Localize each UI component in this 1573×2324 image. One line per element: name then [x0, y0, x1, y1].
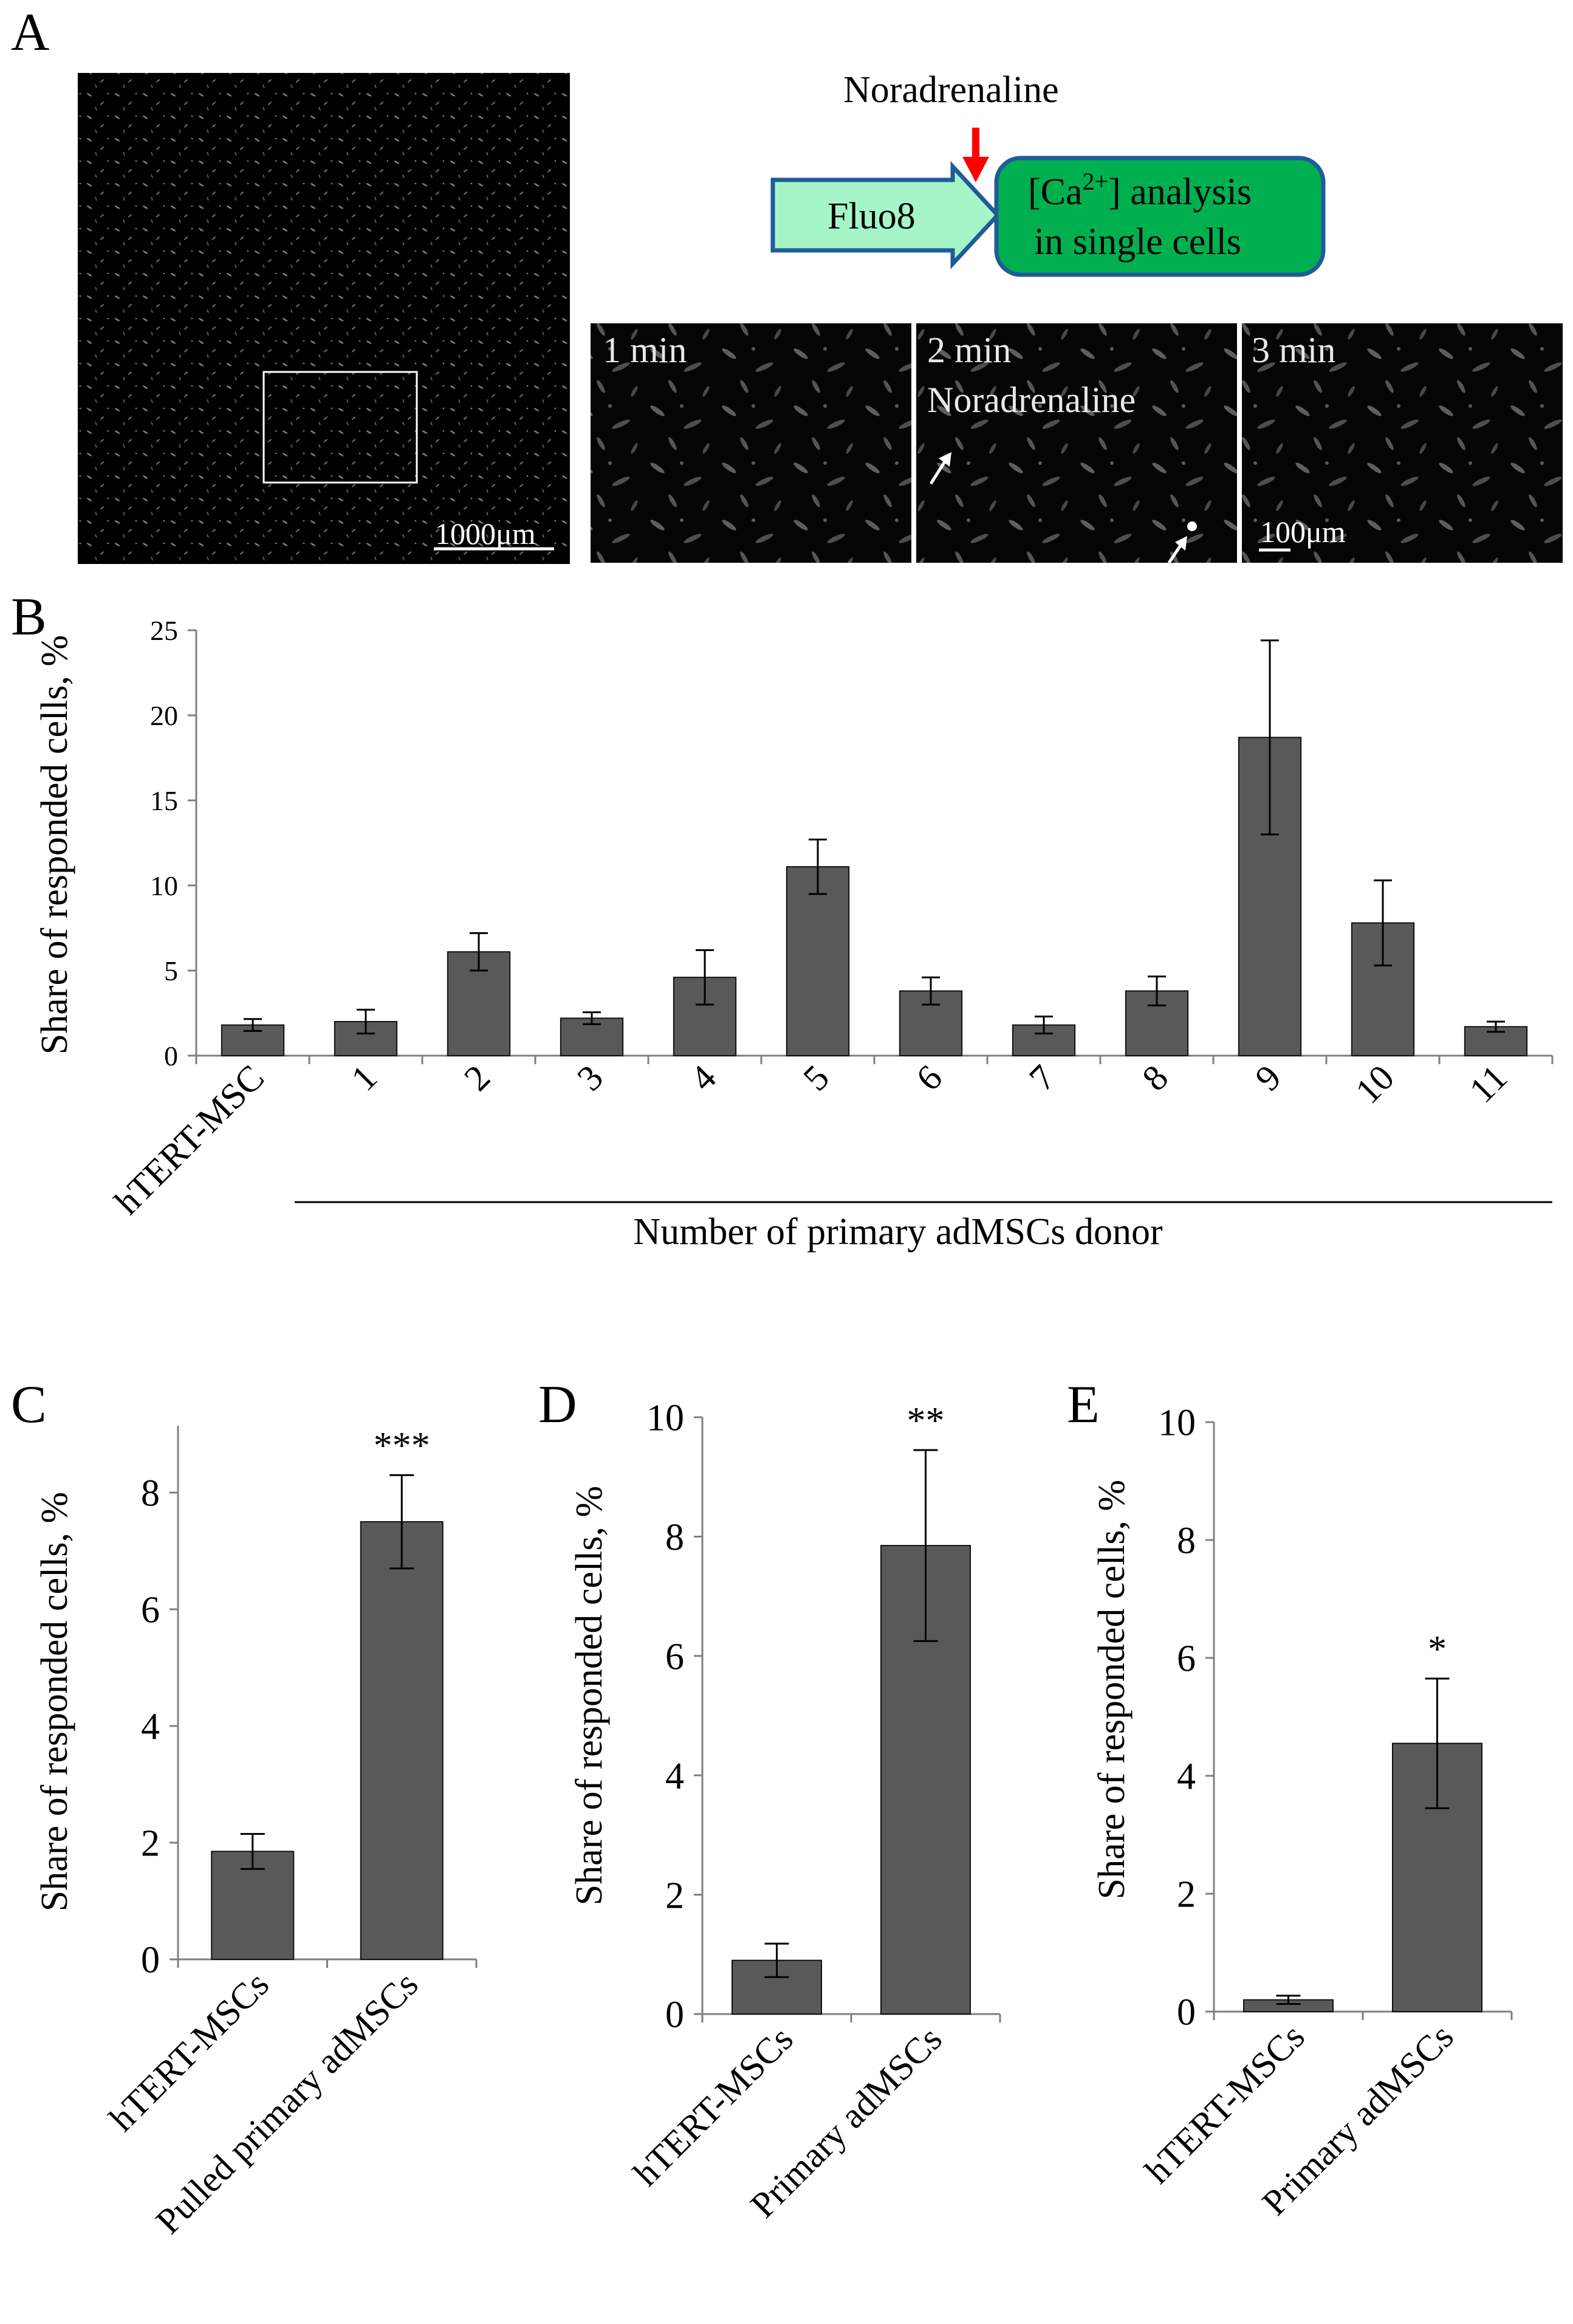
b-category-label-4: 4 — [682, 1057, 724, 1099]
e-y-tick-label-3: 6 — [1177, 1638, 1196, 1680]
d-y-tick-label-2: 4 — [665, 1756, 684, 1797]
b-category-label-6: 6 — [908, 1057, 950, 1099]
overview-scale-label: 1000μm — [435, 517, 536, 551]
b-category-label-8: 8 — [1134, 1057, 1176, 1099]
panel-letter-c: C — [11, 1375, 47, 1434]
zoom-region-box — [262, 371, 418, 484]
b-category-label-7: 7 — [1021, 1057, 1063, 1099]
panel-letter-a: A — [11, 3, 50, 62]
d-y-tick-label-3: 6 — [665, 1637, 684, 1678]
b-y-tick-label-2: 10 — [150, 870, 178, 901]
analysis-line-2: in single cells — [1034, 221, 1241, 263]
c-y-axis-label: Share of responded cells, % — [34, 1492, 75, 1911]
overview-micrograph: 1000μm — [78, 73, 570, 564]
overview-image — [78, 73, 570, 564]
c-y-tick-label-4: 8 — [141, 1473, 160, 1514]
frame-2-image — [916, 323, 1237, 563]
b-y-tick-label-4: 20 — [150, 700, 178, 731]
chart-b: 0 5 10 15 20 25 hTERT-MSC 1 2 3 4 5 6 7 8 9 10 11 — [107, 615, 1554, 1222]
panel-a: A 1000μm Noradrenaline Fluo8 [Ca2+] anal… — [11, 3, 1563, 564]
frame-3-image — [1242, 323, 1563, 563]
red-arrow-head-icon — [962, 157, 989, 182]
analysis-line-1: [Ca2+] analysis — [1028, 168, 1252, 213]
b-bar-5 — [786, 866, 850, 1056]
time-frames: 1 min 2 min Noradrenaline 3 min 100μm — [591, 323, 1563, 564]
e-y-tick-label-4: 8 — [1177, 1521, 1196, 1562]
d-y-axis-label: Share of responded cells, % — [569, 1486, 610, 1905]
b-category-label-0: hTERT-MSC — [107, 1057, 272, 1222]
flow-diagram: Noradrenaline Fluo8 [Ca2+] analysis in s… — [770, 69, 1326, 277]
c-significance-1: *** — [374, 1425, 430, 1466]
frame-scale-label: 100μm — [1260, 515, 1346, 549]
bright-cell — [1187, 521, 1197, 531]
b-category-label-9: 9 — [1247, 1057, 1289, 1099]
c-y-tick-label-0: 0 — [141, 1940, 160, 1981]
cell-pointer-arrow-2 — [1167, 543, 1183, 564]
b-y-tick-label-0: 0 — [164, 1040, 178, 1071]
frame-1-image — [591, 323, 911, 563]
panel-c: C Share of responded cells, % 02468hTERT… — [11, 1375, 478, 2242]
b-y-tick-label-3: 15 — [150, 785, 178, 816]
cell-pointer-arrow-1 — [929, 459, 947, 485]
frame-1-label: 1 min — [603, 330, 687, 370]
panel-letter-d: D — [538, 1375, 577, 1434]
b-category-label-2: 2 — [456, 1057, 498, 1099]
b-category-label-10: 10 — [1348, 1057, 1402, 1112]
panel-letter-b: B — [11, 588, 47, 647]
cell-pointer-arrow-2-head-icon — [1175, 536, 1187, 551]
panel-b: B Share of responded cells, % 0510152025… — [11, 588, 1554, 1253]
b-category-label-5: 5 — [795, 1057, 837, 1099]
b-y-tick-label-5: 25 — [150, 615, 178, 646]
frame-2-label: 2 min — [927, 330, 1011, 370]
b-category-label-3: 3 — [569, 1057, 611, 1099]
d-y-tick-label-4: 8 — [665, 1517, 684, 1558]
b-category-label-1: 1 — [343, 1057, 385, 1099]
c-y-tick-label-2: 4 — [141, 1707, 160, 1748]
agent-label: Noradrenaline — [843, 69, 1059, 111]
e-y-axis-label: Share of responded cells, % — [1091, 1480, 1133, 1899]
d-y-tick-label-5: 10 — [646, 1398, 684, 1439]
d-y-tick-label-1: 2 — [665, 1875, 684, 1916]
frame-2-sublabel: Noradrenaline — [927, 380, 1136, 420]
dye-label: Fluo8 — [828, 196, 916, 237]
e-y-tick-label-1: 2 — [1177, 1874, 1196, 1916]
c-y-tick-label-1: 2 — [141, 1823, 160, 1865]
d-significance-1: ** — [907, 1400, 945, 1442]
e-significance-1: * — [1428, 1629, 1447, 1670]
c-bar-1 — [360, 1521, 444, 1960]
e-y-tick-label-5: 10 — [1158, 1403, 1196, 1444]
panel-e: E Share of responded cells, % 0246810hTE… — [1067, 1375, 1513, 2223]
panel-d: D Share of responded cells, % 0246810hTE… — [538, 1375, 1001, 2226]
panel-letter-e: E — [1067, 1375, 1100, 1434]
d-y-tick-label-0: 0 — [665, 1995, 684, 2036]
cell-pointer-arrow-1-head-icon — [939, 452, 951, 467]
b-y-tick-label-1: 5 — [164, 955, 178, 986]
b-y-axis-label: Share of responded cells, % — [34, 635, 75, 1054]
frame-3-label: 3 min — [1252, 330, 1335, 370]
e-y-tick-label-0: 0 — [1177, 1992, 1196, 2033]
b-group-label: Number of primary adMSCs donor — [633, 1211, 1163, 1253]
fluo8-arrow-shape — [770, 161, 1001, 269]
e-y-tick-label-2: 4 — [1177, 1756, 1196, 1798]
c-y-tick-label-3: 6 — [141, 1590, 160, 1631]
c-category-label-1: Pulled primary adMSCs — [148, 1964, 426, 2242]
analysis-box — [994, 156, 1326, 277]
b-category-label-11: 11 — [1462, 1057, 1515, 1111]
